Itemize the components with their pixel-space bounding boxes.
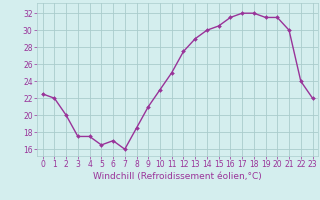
X-axis label: Windchill (Refroidissement éolien,°C): Windchill (Refroidissement éolien,°C) [93, 172, 262, 181]
